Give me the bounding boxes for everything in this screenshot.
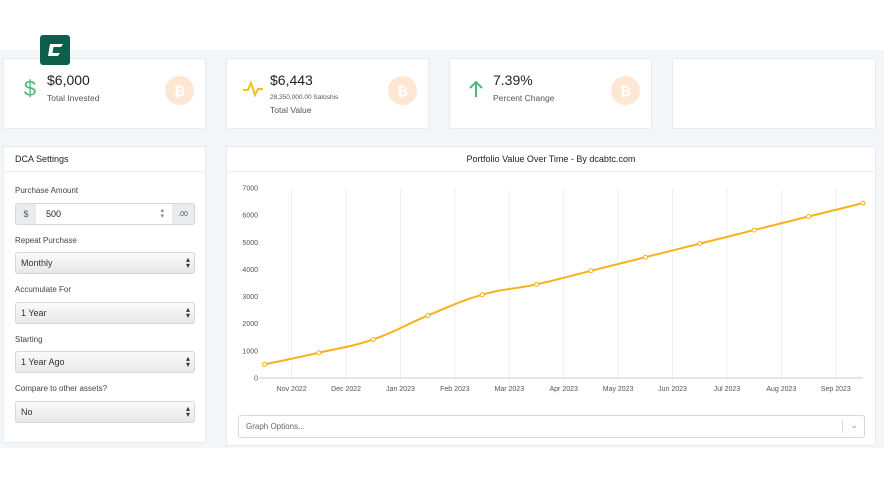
y-tick-label: 3000: [242, 294, 258, 301]
data-point: [534, 281, 540, 287]
data-point: [479, 292, 485, 298]
y-tick-label: 7000: [242, 186, 258, 193]
percent-change-label: Percent Change: [493, 93, 555, 103]
y-tick-label: 6000: [242, 213, 258, 220]
x-tick-label: Sep 2023: [821, 386, 851, 393]
purchase-amount-input[interactable]: 500 ▴ ▾: [36, 204, 172, 224]
accumulate-for-label: Accumulate For: [15, 285, 72, 294]
satoshis-value: 28,350,000.00 Satoshis: [270, 94, 339, 101]
portfolio-chart: Nov 2022 Dec 2022 Jan 2023 Feb 2023 Mar 2023…: [242, 186, 866, 393]
bitcoin-icon: ₿: [611, 76, 640, 105]
spinner-icon[interactable]: ▴ ▾: [160, 207, 164, 220]
data-point: [751, 227, 757, 233]
compare-value: No: [21, 407, 33, 417]
starting-select[interactable]: 1 Year Ago ▴ ▾: [15, 351, 195, 373]
repeat-purchase-label: Repeat Purchase: [15, 236, 77, 245]
bitcoin-icon: ₿: [165, 76, 194, 105]
empty-card: [672, 58, 876, 129]
accumulate-for-value: 1 Year: [21, 308, 47, 318]
x-tick-label: Aug 2023: [766, 386, 796, 393]
data-point: [642, 254, 648, 260]
percent-change-value: 7.39%: [493, 72, 533, 88]
compare-label: Compare to other assets?: [15, 384, 108, 393]
x-tick-label: Jun 2023: [658, 386, 687, 393]
compare-select[interactable]: No ▴ ▾: [15, 401, 195, 423]
currency-prefix: $: [16, 204, 36, 224]
x-tick-label: May 2023: [603, 386, 634, 393]
repeat-purchase-select[interactable]: Monthly ▴ ▾: [15, 252, 195, 274]
pulse-icon: [241, 77, 265, 101]
total-invested-label: Total Invested: [47, 93, 100, 103]
starting-value: 1 Year Ago: [21, 357, 65, 367]
percent-change-card: 7.39% Percent Change ₿: [449, 58, 652, 129]
x-tick-label: Apr 2023: [550, 386, 579, 393]
x-tick-label: Dec 2022: [331, 386, 361, 393]
total-value-value: $6,443: [270, 72, 313, 88]
data-point: [860, 200, 866, 206]
data-point: [261, 361, 267, 367]
x-tick-label: Mar 2023: [495, 386, 525, 393]
dca-settings-title: DCA Settings: [4, 147, 205, 172]
repeat-purchase-value: Monthly: [21, 258, 53, 268]
amount-suffix: .00: [172, 204, 194, 224]
x-tick-label: Jul 2023: [714, 386, 741, 393]
data-point: [588, 268, 594, 274]
accumulate-for-select[interactable]: 1 Year ▴ ▾: [15, 302, 195, 324]
data-point: [806, 214, 812, 219]
logo-c-icon: [48, 44, 63, 56]
dca-settings-panel: DCA Settings Purchase Amount $ 500 ▴ ▾ .00…: [3, 146, 206, 443]
y-tick-label: 0: [254, 376, 258, 383]
x-tick-label: Jan 2023: [386, 386, 415, 393]
graph-options-placeholder: Graph Options...: [246, 422, 305, 431]
chart-title: Portfolio Value Over Time - By dcabtc.co…: [227, 147, 875, 172]
data-point: [316, 350, 322, 356]
data-point: [370, 336, 376, 342]
x-tick-label: Feb 2023: [440, 386, 470, 393]
y-tick-label: 1000: [242, 348, 258, 355]
data-point: [425, 313, 431, 319]
logo[interactable]: [40, 35, 70, 65]
chart-panel: Portfolio Value Over Time - By dcabtc.co…: [226, 146, 876, 446]
arrow-up-icon: [464, 77, 488, 101]
series-line: [264, 202, 864, 366]
x-tick-label: Nov 2022: [277, 386, 307, 393]
dollar-icon: $: [23, 76, 37, 101]
chevron-down-icon: ⌄: [850, 420, 858, 430]
total-value-card: $6,443 28,350,000.00 Satoshis Total Valu…: [226, 58, 429, 129]
select-arrows-icon: ▴ ▾: [185, 255, 190, 270]
purchase-amount-input-group: $ 500 ▴ ▾ .00: [15, 203, 195, 225]
y-tick-label: 5000: [242, 240, 258, 247]
data-point: [697, 241, 703, 247]
purchase-amount-value: 500: [46, 209, 62, 219]
total-invested-value: $6,000: [47, 72, 90, 88]
purchase-amount-label: Purchase Amount: [15, 186, 79, 195]
bitcoin-icon: ₿: [388, 76, 417, 105]
total-invested-card: $ $6,000 Total Invested ₿: [3, 58, 206, 129]
select-arrows-icon: ▴ ▾: [185, 404, 190, 419]
y-tick-label: 2000: [242, 321, 258, 328]
select-arrows-icon: ▴ ▾: [185, 305, 190, 320]
graph-options-select[interactable]: Graph Options... ⌄: [238, 415, 865, 438]
y-tick-label: 4000: [242, 267, 258, 274]
select-arrows-icon: ▴ ▾: [185, 354, 190, 369]
total-value-label: Total Value: [270, 105, 312, 115]
starting-label: Starting: [15, 335, 43, 344]
